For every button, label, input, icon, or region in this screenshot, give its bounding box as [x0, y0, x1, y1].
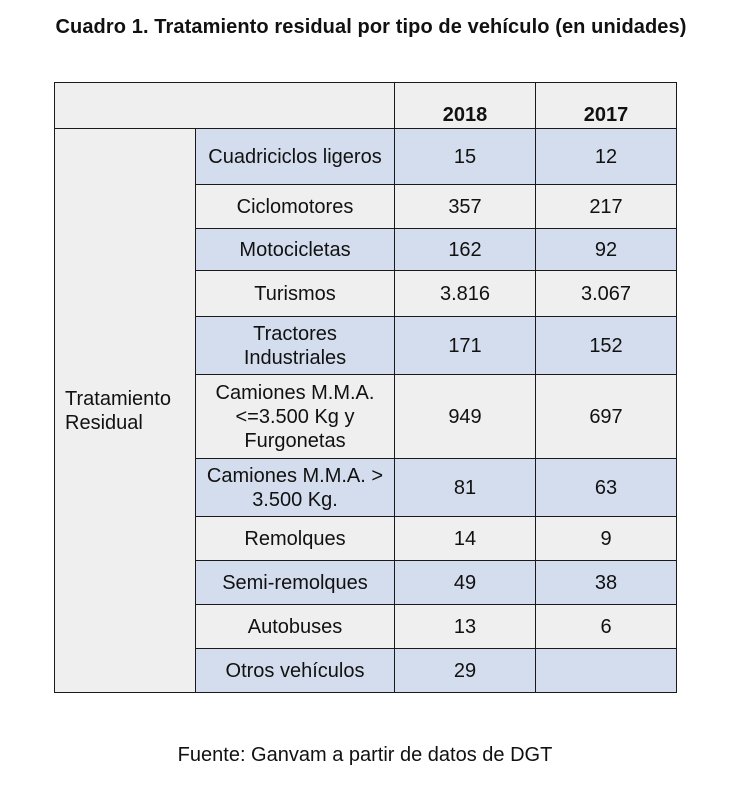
value-2018-cell: 49 [394, 560, 536, 605]
value-2018-cell: 81 [394, 458, 536, 517]
value-2018-cell: 13 [394, 604, 536, 649]
header-year-2018: 2018 [394, 82, 536, 129]
vehicle-type-cell: Motocicletas [195, 228, 395, 271]
table-row: Semi-remolques 49 38 [55, 560, 677, 605]
table-row: Ciclomotores 357 217 [55, 184, 677, 229]
row-group-label: Tratamiento Residual [54, 128, 196, 693]
value-2017-cell: 9 [535, 516, 677, 561]
value-2017-cell: 63 [535, 458, 677, 517]
table-row: Camiones M.M.A. <=3.500 Kg y Furgonetas … [55, 374, 677, 459]
vehicle-type-cell: Tractores Industriales [195, 316, 395, 375]
table-row: Tractores Industriales 171 152 [55, 316, 677, 375]
value-2018-cell: 3.816 [394, 270, 536, 317]
value-2018-cell: 171 [394, 316, 536, 375]
vehicle-type-cell: Camiones M.M.A. > 3.500 Kg. [195, 458, 395, 517]
value-2018-cell: 162 [394, 228, 536, 271]
vehicle-type-cell: Otros vehículos [195, 648, 395, 693]
value-2018-cell: 29 [394, 648, 536, 693]
value-2017-cell: 697 [535, 374, 677, 459]
value-2017-cell: 6 [535, 604, 677, 649]
value-2017-cell [535, 648, 677, 693]
value-2017-cell: 12 [535, 128, 677, 185]
value-2017-cell: 152 [535, 316, 677, 375]
value-2018-cell: 15 [394, 128, 536, 185]
vehicle-type-cell: Semi-remolques [195, 560, 395, 605]
header-year-2017: 2017 [535, 82, 677, 129]
vehicle-type-cell: Turismos [195, 270, 395, 317]
residual-treatment-table: 2018 2017 Tratamiento Residual Cuadricic… [54, 82, 677, 693]
table-row: Motocicletas 162 92 [55, 228, 677, 271]
table-row: Remolques 14 9 [55, 516, 677, 561]
source-note: Fuente: Ganvam a partir de datos de DGT [177, 744, 553, 766]
value-2017-cell: 92 [535, 228, 677, 271]
table-row: Turismos 3.816 3.067 [55, 270, 677, 317]
vehicle-type-cell: Ciclomotores [195, 184, 395, 229]
table-row: Otros vehículos 29 [55, 648, 677, 693]
table-row: Camiones M.M.A. > 3.500 Kg. 81 63 [55, 458, 677, 517]
table-title: Cuadro 1. Tratamiento residual por tipo … [55, 16, 687, 38]
value-2018-cell: 14 [394, 516, 536, 561]
header-empty-cell [54, 82, 395, 129]
vehicle-type-cell: Autobuses [195, 604, 395, 649]
value-2017-cell: 217 [535, 184, 677, 229]
value-2017-cell: 3.067 [535, 270, 677, 317]
table-header-row: 2018 2017 [54, 82, 677, 129]
vehicle-type-cell: Camiones M.M.A. <=3.500 Kg y Furgonetas [195, 374, 395, 459]
vehicle-type-cell: Cuadriciclos ligeros [195, 128, 395, 185]
value-2017-cell: 38 [535, 560, 677, 605]
value-2018-cell: 949 [394, 374, 536, 459]
vehicle-type-cell: Remolques [195, 516, 395, 561]
value-2018-cell: 357 [394, 184, 536, 229]
table-row: Tratamiento Residual Cuadriciclos ligero… [54, 128, 677, 693]
table-row: Autobuses 13 6 [55, 604, 677, 649]
